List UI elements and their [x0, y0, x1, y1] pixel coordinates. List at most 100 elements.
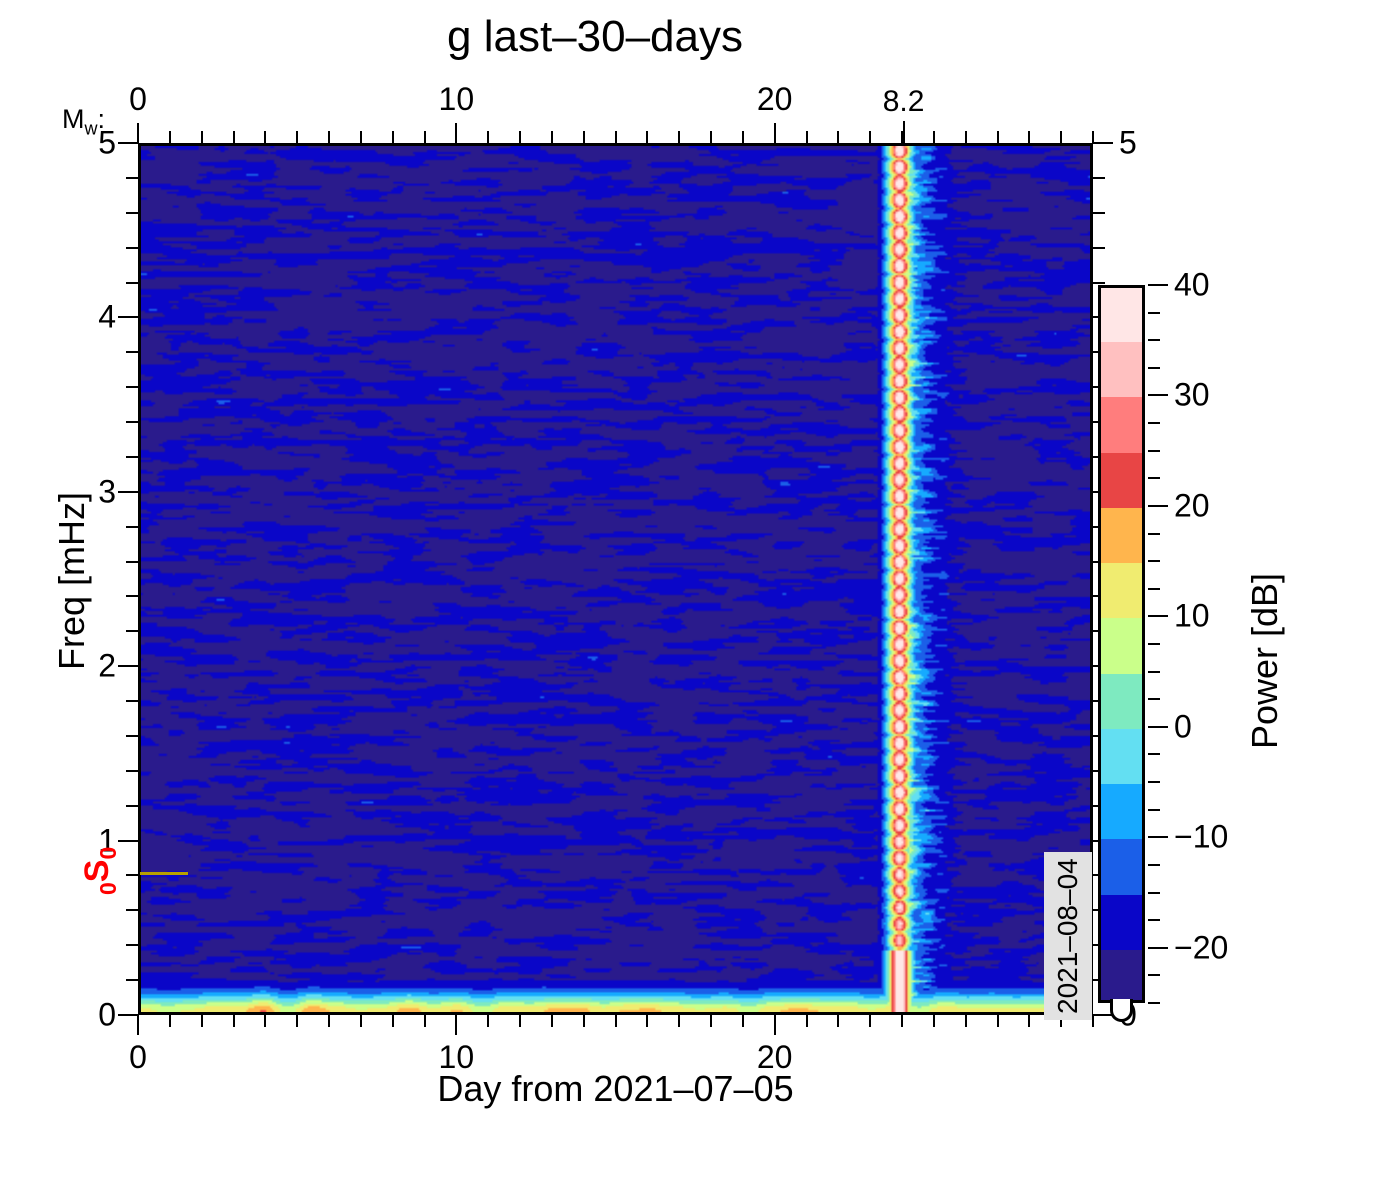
x-axis-tick-label-top: 10	[438, 81, 475, 117]
x-axis-tick-bottom	[741, 1015, 744, 1027]
colorbar-tick	[1148, 753, 1160, 756]
x-axis-tick-top	[359, 131, 362, 143]
x-axis-tick-top	[423, 131, 426, 143]
colorbar-tick	[1148, 532, 1160, 535]
colorbar-band	[1101, 673, 1142, 731]
colorbar[interactable]	[1098, 285, 1145, 1003]
x-axis-tick-top	[869, 131, 872, 143]
mw-axis-label-sub: w	[84, 118, 98, 139]
y-axis-tick-left	[126, 874, 138, 877]
x-axis-tick-top	[1092, 131, 1094, 143]
x-axis-tick-label-bottom: 20	[756, 1039, 793, 1075]
colorbar-tick	[1148, 919, 1160, 922]
colorbar-band	[1101, 288, 1142, 345]
y-axis-tick-left	[126, 281, 138, 284]
colorbar-underflow-arrow	[1110, 999, 1133, 1022]
y-axis-tick-left	[118, 1014, 138, 1016]
x-axis-tick-top	[1060, 131, 1063, 143]
y-axis-title: Freq [mHz]	[51, 492, 92, 671]
colorbar-tick	[1148, 946, 1168, 949]
colorbar-band	[1101, 563, 1142, 621]
x-axis-tick-bottom	[296, 1015, 299, 1027]
x-axis-tick-bottom	[519, 1015, 521, 1027]
colorbar-tick	[1148, 974, 1160, 977]
x-axis-title: Day from 2021–07–05	[437, 1068, 794, 1109]
y-axis-tick-left	[126, 246, 138, 249]
x-axis-tick-bottom	[582, 1015, 585, 1027]
x-axis-tick-bottom	[200, 1015, 203, 1027]
colorbar-tick	[1148, 781, 1160, 784]
colorbar-band	[1101, 894, 1142, 952]
y-axis-tick-left	[126, 421, 138, 424]
x-axis-tick-bottom	[710, 1015, 712, 1027]
colorbar-band	[1101, 397, 1142, 455]
y-axis-tick-left	[126, 560, 138, 563]
x-axis-tick-top	[1028, 131, 1031, 143]
colorbar-tick	[1148, 615, 1168, 618]
x-axis-tick-top	[487, 131, 490, 143]
x-axis-tick-bottom	[550, 1015, 553, 1027]
y-axis-tick-right	[1093, 281, 1105, 284]
y-axis-tick-left	[126, 455, 138, 458]
x-axis-tick-bottom	[168, 1015, 171, 1027]
spectrogram-plot-area[interactable]	[138, 143, 1093, 1015]
y-axis-tick-left	[126, 595, 138, 598]
y-axis-tick-left	[118, 839, 138, 842]
x-axis-tick-top	[741, 131, 744, 143]
x-axis-tick-label-bottom: 10	[438, 1039, 475, 1075]
mw-axis-label: Mw:	[62, 104, 105, 139]
x-axis-tick-bottom	[455, 1015, 458, 1035]
x-axis-tick-bottom	[614, 1015, 617, 1027]
y-axis-tick-left	[126, 734, 138, 737]
y-axis-tick-left	[126, 525, 138, 528]
x-axis-tick-bottom	[264, 1015, 267, 1027]
x-axis-tick-bottom	[678, 1015, 681, 1027]
colorbar-tick	[1148, 311, 1160, 314]
colorbar-tick	[1148, 449, 1160, 452]
x-axis-tick-bottom	[328, 1015, 330, 1027]
colorbar-band	[1101, 784, 1142, 842]
x-axis-tick-top	[932, 131, 935, 143]
x-axis-tick-bottom	[1092, 1015, 1094, 1027]
x-axis-tick-top	[582, 131, 585, 143]
colorbar-tick-label: 40	[1174, 266, 1210, 303]
x-axis-tick-top	[200, 131, 203, 143]
x-axis-tick-bottom	[391, 1015, 394, 1027]
y-axis-tick-label-left: 2	[98, 647, 116, 684]
y-axis-tick-left	[126, 351, 138, 354]
y-axis-tick-left	[126, 176, 138, 179]
colorbar-title: Power [dB]	[1244, 572, 1285, 750]
y-axis-tick-left	[126, 909, 138, 912]
colorbar-tick	[1148, 698, 1160, 701]
colorbar-band	[1101, 728, 1142, 787]
mode-frequency-marker	[140, 872, 188, 876]
y-axis-tick-left	[126, 211, 138, 214]
x-axis-tick-top	[901, 131, 903, 143]
x-axis-tick-bottom	[137, 1015, 139, 1035]
colorbar-tick	[1148, 560, 1160, 563]
x-axis-tick-top	[805, 131, 808, 143]
x-axis-tick-bottom	[837, 1015, 840, 1027]
colorbar-tick	[1148, 891, 1160, 894]
y-axis-tick-right	[1093, 176, 1105, 179]
y-axis-tick-left	[126, 944, 138, 947]
mw-axis-label-text: M	[62, 104, 85, 134]
x-axis-tick-top	[455, 123, 458, 143]
x-axis-tick-top	[137, 123, 139, 143]
x-axis-tick-bottom	[869, 1015, 872, 1027]
colorbar-tick	[1148, 339, 1160, 342]
x-axis-tick-bottom	[996, 1015, 999, 1027]
x-axis-tick-top	[264, 131, 267, 143]
x-axis-tick-top	[837, 131, 840, 143]
x-axis-tick-top	[614, 131, 617, 143]
mode-label-0s0: 0S0	[78, 846, 122, 896]
x-axis-tick-bottom	[964, 1015, 967, 1027]
y-axis-tick-left	[126, 979, 138, 982]
x-axis-tick-top	[964, 131, 967, 143]
y-axis-tick-label-right: 5	[1119, 124, 1137, 161]
y-axis-tick-left	[126, 700, 138, 703]
end-date-stamp: 2021–08–04	[1044, 852, 1092, 1020]
x-axis-tick-bottom	[232, 1015, 235, 1027]
spectrogram-heatmap	[141, 146, 1090, 1012]
x-axis-tick-top	[168, 131, 171, 143]
